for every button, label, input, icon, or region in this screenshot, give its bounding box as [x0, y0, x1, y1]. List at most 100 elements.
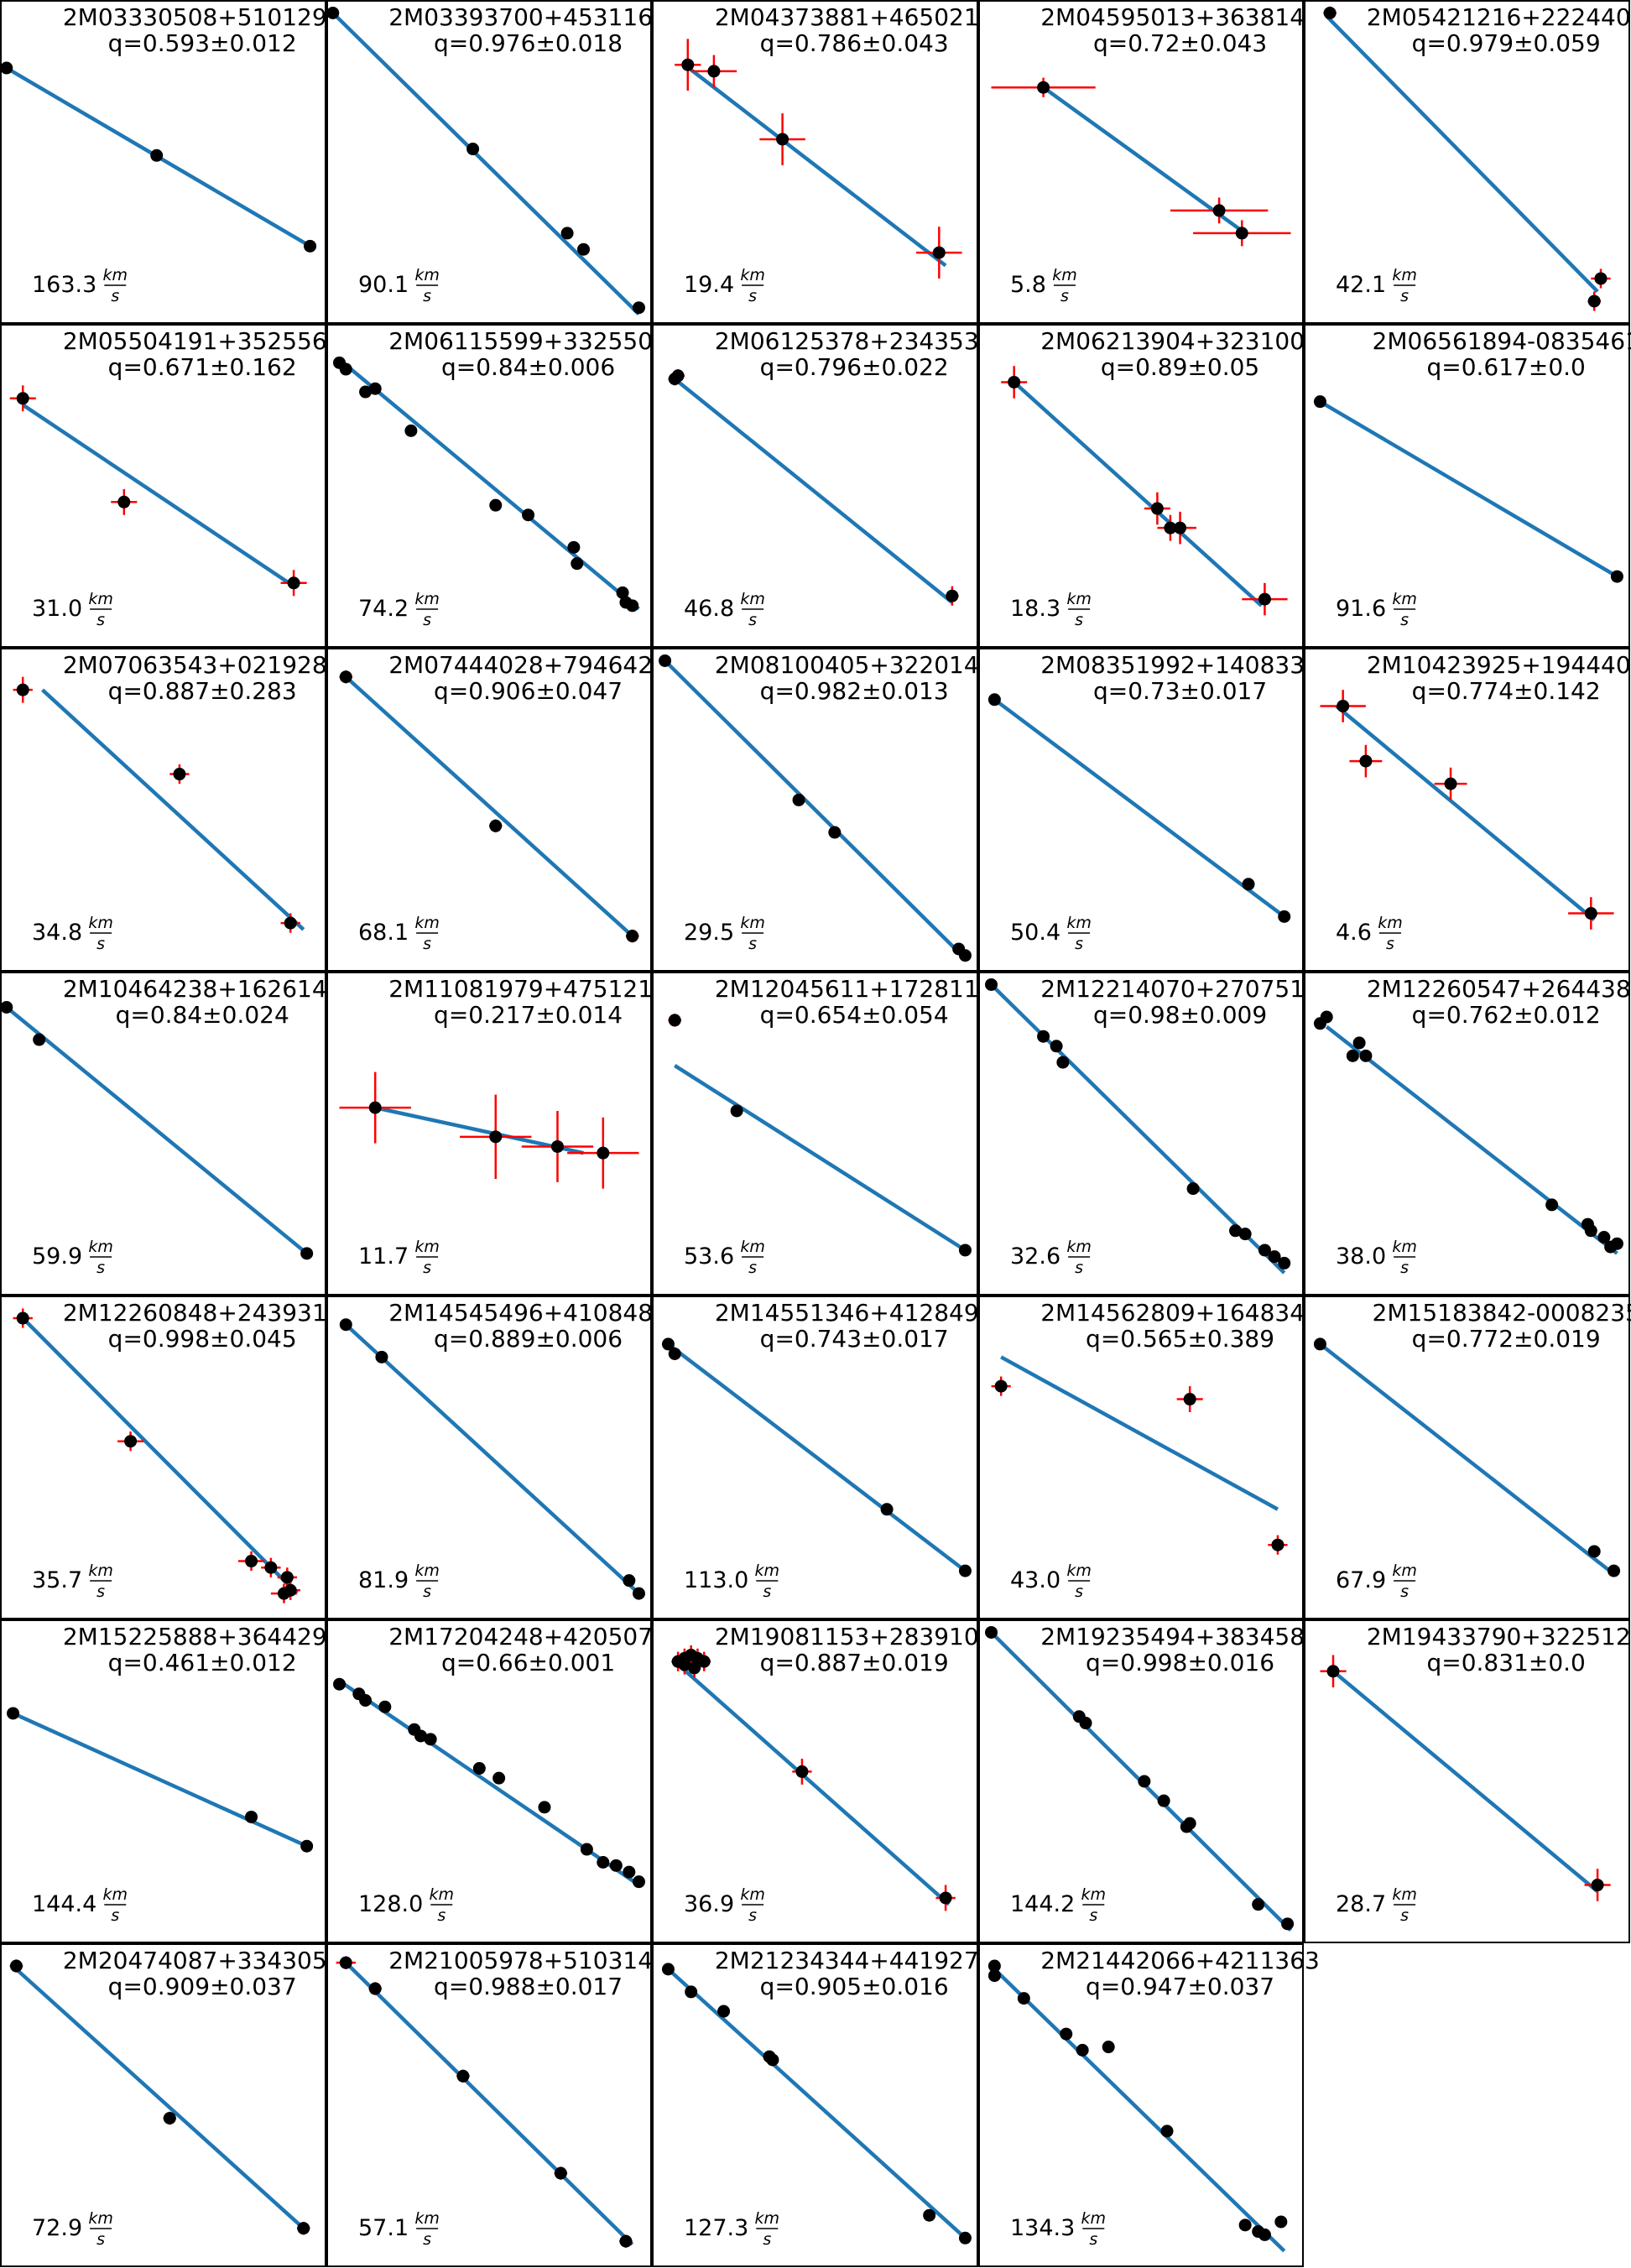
data-point — [0, 1000, 13, 1014]
velocity-label: 128.0 — [358, 1891, 423, 1917]
unit-denominator: s — [748, 287, 757, 305]
unit-denominator: s — [111, 1906, 119, 1925]
data-point — [339, 362, 352, 376]
panel-title: 2M03393700+4531160 — [388, 3, 668, 31]
unit-denominator: s — [96, 2230, 105, 2249]
velocity-label: 38.0 — [1336, 1243, 1386, 1270]
data-point — [326, 6, 340, 19]
data-point — [932, 246, 946, 259]
data-point — [284, 1583, 297, 1597]
data-point — [571, 557, 584, 571]
fit-line — [331, 11, 641, 316]
mass-ratio-label: q=0.772±0.019 — [1412, 1325, 1601, 1353]
data-point — [632, 301, 645, 315]
unit-denominator: s — [96, 935, 105, 953]
unit-denominator: s — [1089, 2230, 1097, 2249]
data-point — [685, 1985, 698, 1999]
data-point — [550, 1139, 564, 1153]
panel-title: 2M06561894-0835461 — [1373, 327, 1631, 355]
unit-denominator: s — [1400, 1582, 1409, 1601]
unit-numerator: km — [1392, 1885, 1417, 1904]
data-point — [946, 589, 959, 602]
velocity-label: 144.4 — [32, 1891, 96, 1917]
unit-denominator: s — [96, 1259, 105, 1277]
unit-denominator: s — [1075, 935, 1083, 953]
panel-frame — [978, 1296, 1304, 1619]
data-point — [1252, 1898, 1265, 1911]
velocity-label: 28.7 — [1336, 1891, 1386, 1917]
data-point — [1060, 2027, 1073, 2041]
data-point — [577, 242, 591, 256]
panel-frame — [978, 0, 1304, 324]
data-point — [404, 424, 418, 437]
panel-title: 2M04595013+3638144 — [1040, 3, 1320, 31]
data-point — [688, 1661, 701, 1675]
unit-denominator: s — [748, 1906, 757, 1925]
unit-numerator: km — [103, 266, 128, 284]
panel-title: 2M10423925+1944404 — [1367, 651, 1631, 679]
mass-ratio-label: q=0.72±0.043 — [1093, 29, 1267, 57]
unit-denominator: s — [1075, 611, 1083, 629]
data-point — [792, 793, 805, 806]
fit-line — [21, 403, 295, 588]
fit-line — [1319, 399, 1618, 579]
panel-title: 2M12260547+2644385 — [1367, 975, 1631, 1003]
unit-numerator: km — [740, 266, 765, 284]
fit-line — [1335, 704, 1596, 921]
unit-denominator: s — [96, 611, 105, 629]
data-point — [16, 683, 29, 696]
unit-numerator: km — [88, 590, 113, 608]
data-point — [489, 498, 503, 512]
data-point — [554, 2166, 567, 2180]
panel-frame — [1304, 972, 1630, 1296]
unit-numerator: km — [1066, 914, 1092, 932]
panel-frame — [652, 972, 978, 1296]
unit-numerator: km — [740, 590, 765, 608]
velocity-label: 36.9 — [684, 1891, 734, 1917]
data-point — [1174, 521, 1187, 534]
mass-ratio-label: q=0.982±0.013 — [760, 677, 949, 705]
data-point — [280, 1571, 294, 1584]
data-point — [1138, 1775, 1151, 1788]
unit-denominator: s — [763, 1582, 771, 1601]
data-point — [333, 1677, 347, 1691]
data-point — [1150, 502, 1164, 515]
data-point — [1594, 272, 1608, 285]
data-point — [1183, 1393, 1196, 1406]
data-point — [489, 819, 503, 832]
data-point — [661, 1963, 675, 1976]
unit-denominator: s — [423, 935, 431, 953]
velocity-label: 127.3 — [684, 2215, 748, 2241]
data-point — [958, 1564, 972, 1577]
unit-numerator: km — [1052, 266, 1077, 284]
data-point — [668, 1014, 681, 1027]
unit-numerator: km — [414, 266, 440, 284]
mass-ratio-label: q=0.786±0.043 — [760, 29, 949, 57]
data-point — [1320, 1010, 1333, 1024]
unit-numerator: km — [1392, 1562, 1417, 1580]
data-point — [7, 1707, 20, 1720]
mass-ratio-label: q=0.98±0.009 — [1093, 1001, 1267, 1029]
data-point — [339, 670, 352, 684]
data-point — [150, 149, 164, 162]
data-point — [163, 2111, 176, 2125]
unit-numerator: km — [88, 2209, 113, 2228]
data-point — [766, 2053, 779, 2067]
fit-line — [666, 1968, 967, 2239]
data-point — [580, 1843, 593, 1856]
data-point — [597, 1146, 610, 1160]
panel-title: 2M15225888+3644292 — [63, 1623, 342, 1650]
panel-title: 2M17204248+4205070 — [388, 1623, 668, 1650]
fit-line — [344, 1323, 641, 1595]
fit-line — [344, 1961, 634, 2246]
velocity-label: 50.4 — [1010, 920, 1060, 946]
